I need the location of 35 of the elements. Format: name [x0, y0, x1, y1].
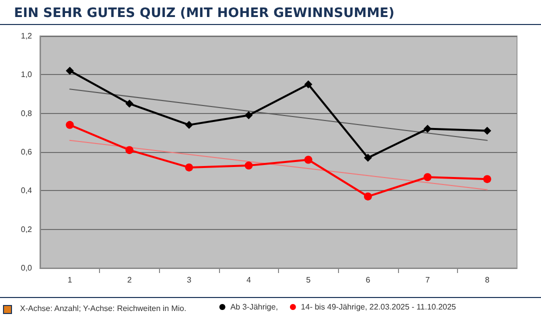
y-tick-label: 0,8 [20, 108, 33, 118]
x-tick-label: 4 [246, 276, 252, 284]
point [364, 154, 372, 162]
point [244, 162, 253, 170]
legend-label: Ab 3-Jährige, [230, 302, 278, 312]
x-tick-label: 1 [68, 276, 73, 284]
point [185, 120, 194, 129]
x-tick-label: 5 [306, 276, 312, 284]
point [424, 173, 432, 182]
x-tick-label: 6 [366, 276, 371, 284]
point [304, 80, 312, 88]
y-tick-label: 1,0 [20, 70, 33, 80]
x-tick-label: 7 [425, 276, 430, 284]
x-tick-label: 2 [127, 276, 132, 284]
x-tick-label: 8 [484, 276, 490, 284]
point [483, 175, 492, 184]
y-tick-label: 0,6 [20, 148, 33, 156]
text: X-Achse: Anzahl; Y-Achse: Reichweiten in Mio. [20, 304, 186, 313]
chart-title: EIN SEHR GUTES QUIZ (MIT HOHER GEWINNSUMME) [14, 6, 394, 21]
y-tick-label: 1,2 [20, 32, 33, 40]
point [185, 163, 194, 172]
point [66, 120, 74, 129]
point [244, 111, 253, 120]
y-tick-label: 0,4 [20, 186, 33, 196]
point [125, 146, 134, 154]
point [125, 100, 134, 108]
point [364, 192, 372, 200]
point [66, 66, 74, 75]
y-tick-label: 0,2 [20, 224, 33, 234]
point [483, 126, 492, 135]
point [304, 156, 312, 164]
y-tick-label: 0,0 [20, 264, 33, 272]
legend-label: 14- bis 49-Jährige, 22.03.2025 - 11.10.2025 [300, 302, 457, 312]
point [424, 124, 432, 133]
x-tick-label: 3 [186, 276, 192, 284]
